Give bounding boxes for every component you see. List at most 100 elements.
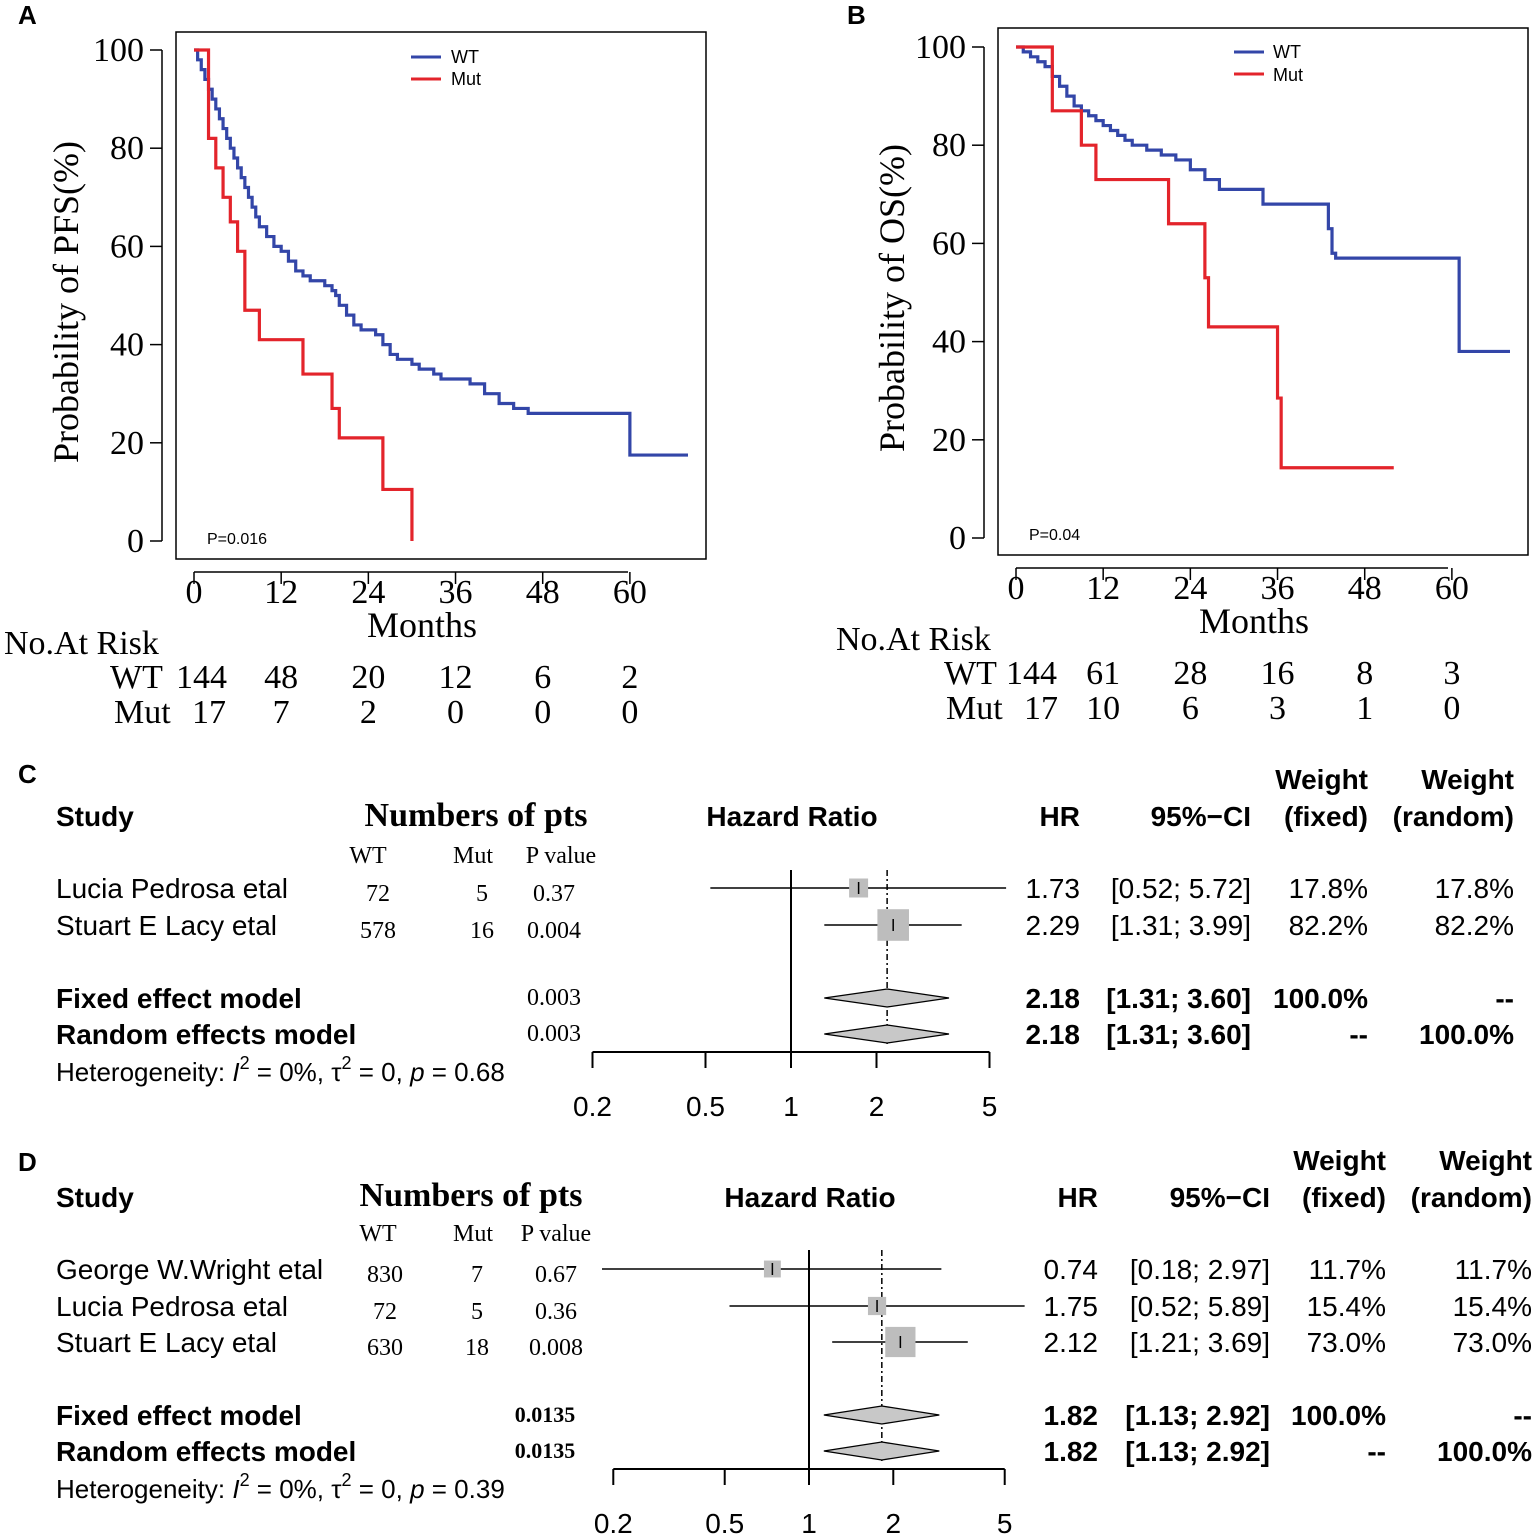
panel-a-x-ticks: 0 12 24 36 48 60	[186, 572, 647, 611]
forest-row-pvalue: 0.008	[529, 1335, 583, 1361]
risk-wt-count: 2	[621, 659, 638, 696]
km-curve-wt	[1016, 45, 1510, 354]
forest-model-weight-random: 100.0%	[1419, 1019, 1514, 1050]
forest-row-wt: 578	[360, 918, 396, 944]
panel-d-sub-mut: Mut	[453, 1221, 493, 1247]
risk-wt-count: 28	[1173, 655, 1207, 692]
risk-mut-count: 17	[1024, 690, 1058, 727]
panel-d: D Study Numbers of pts Hazard Ratio HR 9…	[18, 1145, 1532, 1539]
risk-wt-count: 144	[1006, 655, 1057, 692]
risk-mut-count: 2	[360, 694, 377, 731]
forest-row-weight-fixed: 15.4%	[1307, 1291, 1386, 1322]
panel-a-y-ticks: 0 20 40 60 80 100	[93, 32, 162, 560]
panel-c-heterogeneity: Heterogeneity: I2 = 0%, τ2 = 0, p = 0.68	[56, 1053, 505, 1087]
risk-mut-count: 7	[273, 694, 290, 731]
forest-model-ci: [1.13; 2.92]	[1125, 1436, 1270, 1467]
panel-b-legend-mut: Mut	[1273, 65, 1303, 85]
km-curve-mut	[194, 48, 414, 541]
forest-row-pvalue: 0.37	[533, 881, 575, 907]
panel-a-risk-wt-label: WT	[110, 659, 163, 696]
panel-d-sub-wt: WT	[359, 1221, 397, 1247]
forest-model-weight-random: 100.0%	[1437, 1436, 1532, 1467]
forest-model-name: Random effects model	[56, 1019, 356, 1050]
forest-row-ci: [1.31; 3.99]	[1111, 910, 1251, 941]
forest-model-diamond	[823, 1405, 940, 1425]
risk-wt-count: 6	[534, 659, 551, 696]
risk-mut-count: 0	[1443, 690, 1460, 727]
forest-model-pvalue: 0.003	[527, 1021, 581, 1047]
panel-a-x-axis-title: Months	[367, 605, 477, 645]
x-tick-label: 60	[613, 574, 647, 611]
panel-c-sub-wt: WT	[349, 843, 387, 869]
panel-c-header-ci: 95%−CI	[1151, 801, 1251, 832]
panel-b-label: B	[847, 0, 866, 30]
forest-row-hr: 0.74	[1044, 1254, 1099, 1285]
panel-c-label: C	[18, 759, 37, 789]
forest-row-study: Lucia Pedrosa etal	[56, 873, 288, 904]
panel-c-header-weight-fixed: Weight	[1275, 764, 1368, 795]
risk-mut-count: 1	[1356, 690, 1373, 727]
risk-mut-count: 17	[192, 694, 226, 731]
forest-model-weight-random: --	[1495, 983, 1514, 1014]
forest-x-tick-label: 0.2	[573, 1091, 612, 1122]
forest-model-pvalue: 0.003	[527, 985, 581, 1011]
forest-row-weight-random: 11.7%	[1455, 1254, 1532, 1285]
forest-model-name: Random effects model	[56, 1436, 356, 1467]
y-tick-label: 80	[110, 130, 144, 167]
panel-c-sub-mut: Mut	[453, 843, 493, 869]
forest-model-name: Fixed effect model	[56, 983, 302, 1014]
forest-row-wt: 72	[366, 881, 390, 907]
forest-row-pvalue: 0.004	[527, 918, 581, 944]
panel-d-label: D	[18, 1147, 37, 1177]
panel-c-header-pts: Numbers of pts	[365, 797, 588, 834]
forest-x-tick-label: 2	[869, 1091, 885, 1122]
x-tick-label: 48	[1348, 570, 1382, 607]
forest-row-hr: 1.75	[1044, 1291, 1099, 1322]
panel-d-header-hazard-ratio: Hazard Ratio	[724, 1182, 895, 1213]
risk-wt-count: 16	[1261, 655, 1295, 692]
forest-row-weight-fixed: 11.7%	[1309, 1254, 1386, 1285]
panel-d-header-hr: HR	[1058, 1182, 1098, 1213]
panel-a-risk-mut-label: Mut	[114, 694, 171, 731]
forest-x-tick-label: 5	[997, 1508, 1013, 1539]
x-tick-label: 0	[1008, 570, 1025, 607]
forest-x-tick-label: 1	[783, 1091, 799, 1122]
panel-c-header-random: (random)	[1393, 801, 1514, 832]
forest-row-hr: 1.73	[1026, 873, 1081, 904]
forest-model-hr: 2.18	[1026, 983, 1081, 1014]
panel-d-header-ci: 95%−CI	[1170, 1182, 1270, 1213]
forest-row-ci: [0.18; 2.97]	[1130, 1254, 1270, 1285]
panel-c-header-hazard-ratio: Hazard Ratio	[706, 801, 877, 832]
forest-row-hr: 2.29	[1026, 910, 1081, 941]
panel-b-x-ticks: 0 12 24 36 48 60	[1008, 568, 1469, 607]
panel-a-legend-mut: Mut	[451, 69, 481, 89]
forest-model-ci: [1.31; 3.60]	[1106, 1019, 1251, 1050]
y-tick-label: 40	[932, 324, 966, 361]
risk-mut-count: 6	[1182, 690, 1199, 727]
forest-model-weight-random: --	[1513, 1400, 1532, 1431]
panel-a-risk-table: 144 48 20 12 6 217 7 2 0 0 0	[176, 659, 638, 731]
panel-a-legend-wt: WT	[451, 47, 479, 67]
panel-d-header-fixed: (fixed)	[1302, 1182, 1386, 1213]
forest-x-tick-label: 0.5	[686, 1091, 725, 1122]
forest-model-pvalue: 0.0135	[515, 1438, 576, 1463]
x-tick-label: 36	[439, 574, 473, 611]
risk-mut-count: 10	[1086, 690, 1120, 727]
forest-model-diamond	[824, 1024, 950, 1044]
risk-wt-count: 8	[1356, 655, 1373, 692]
forest-row-mut: 18	[465, 1335, 489, 1361]
forest-model-hr: 1.82	[1044, 1400, 1099, 1431]
forest-model-weight-fixed: --	[1367, 1436, 1386, 1467]
forest-row-weight-random: 17.8%	[1435, 873, 1514, 904]
panel-c-rows: Lucia Pedrosa etal 72 5 0.37 1.73 [0.52; 5.72…	[56, 873, 1514, 1050]
forest-row-mut: 16	[470, 918, 494, 944]
panel-a-risk-title: No.At Risk	[4, 625, 159, 662]
panel-b-legend-wt: WT	[1273, 42, 1301, 62]
panel-b-x-axis-title: Months	[1199, 601, 1309, 641]
forest-row-weight-random: 82.2%	[1435, 910, 1514, 941]
km-curve-mut	[1016, 45, 1394, 470]
y-tick-label: 100	[915, 29, 966, 66]
forest-row-wt: 72	[373, 1299, 397, 1325]
risk-wt-count: 20	[351, 659, 385, 696]
